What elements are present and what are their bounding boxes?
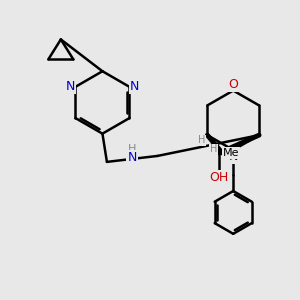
Text: O: O	[228, 77, 238, 91]
Text: N: N	[130, 80, 140, 93]
Text: OH: OH	[209, 171, 229, 184]
Text: N: N	[65, 80, 75, 93]
Text: H: H	[128, 144, 136, 154]
Text: H: H	[210, 144, 217, 154]
Text: N: N	[128, 151, 137, 164]
Text: N: N	[229, 150, 238, 163]
Text: H: H	[198, 136, 205, 146]
Text: Me: Me	[223, 148, 239, 158]
